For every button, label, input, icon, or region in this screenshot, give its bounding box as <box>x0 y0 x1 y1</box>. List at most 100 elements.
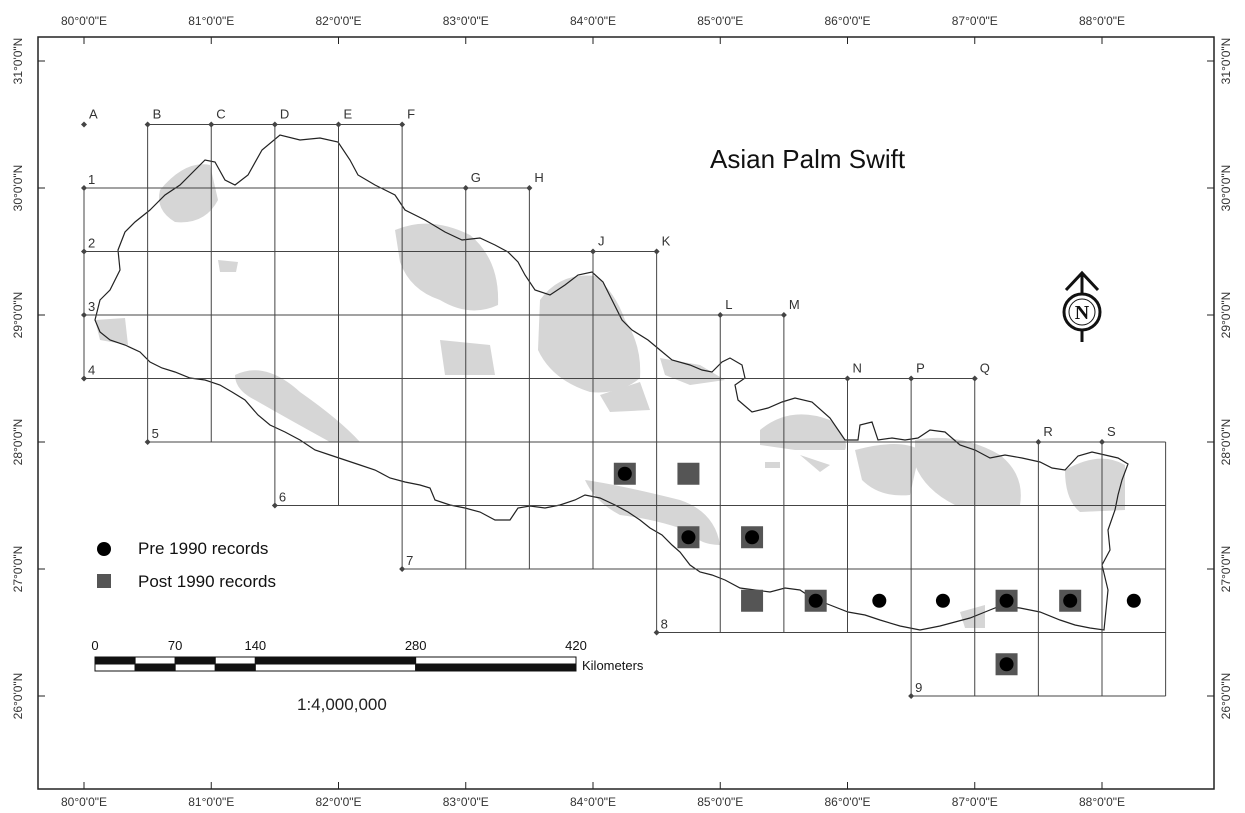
lat-tick-label-right: 26°0'0"N <box>1219 673 1233 720</box>
scale-segment <box>415 656 577 665</box>
grid-col-label: J <box>598 234 605 249</box>
scale-segment <box>94 656 136 665</box>
lat-tick-label-right: 30°0'0"N <box>1219 165 1233 212</box>
grid-vertex-icon <box>399 121 406 128</box>
lon-tick-label-top: 85°0'0"E <box>697 14 743 28</box>
grid-col-label: R <box>1043 424 1052 439</box>
grid-col-label: A <box>89 107 98 122</box>
scale-segment <box>214 663 256 672</box>
lon-tick-label-bottom: 88°0'0"E <box>1079 795 1125 809</box>
grid-vertex-icon <box>271 121 278 128</box>
scale-ratio: 1:4,000,000 <box>297 695 387 714</box>
grid-vertex-icon <box>1099 439 1105 445</box>
grid-col-label: Q <box>980 361 990 376</box>
coordinate-ticks: 80°0'0"E 80°0'0"E 81°0'0"E 81°0'0"E 82°0'0"E… <box>11 14 1233 809</box>
grid-vertex-icon <box>526 185 533 191</box>
scale-label: 70 <box>168 638 182 653</box>
legend-post-label: Post 1990 records <box>138 572 276 591</box>
lat-tick-label-left: 29°0'0"N <box>11 292 25 339</box>
grid-col-label: L <box>725 297 732 312</box>
lon-tick-label-bottom: 80°0'0"E <box>61 795 107 809</box>
scale-segment <box>174 656 216 665</box>
grid-vertex-icon <box>653 629 660 636</box>
lat-tick-label-left: 30°0'0"N <box>11 165 25 212</box>
grid-vertex-icon <box>208 121 215 128</box>
post-1990-record <box>677 462 700 485</box>
grid-col-label: S <box>1107 424 1116 439</box>
lat-tick-label-right: 31°0'0"N <box>1219 38 1233 85</box>
lon-tick-label-top: 84°0'0"E <box>570 14 616 28</box>
lon-tick-label-bottom: 82°0'0"E <box>315 795 361 809</box>
lon-tick-label-bottom: 81°0'0"E <box>188 795 234 809</box>
grid-vertex-icon <box>844 375 851 382</box>
grid-vertex-icon <box>462 185 469 191</box>
pre-1990-record <box>935 593 950 608</box>
lon-tick-label-top: 83°0'0"E <box>443 14 489 28</box>
grid-col-label: D <box>280 107 289 122</box>
pre-1990-record <box>745 530 760 545</box>
grid-vertex-icon <box>81 248 87 255</box>
pre-1990-record <box>617 466 632 481</box>
grid-col-label: K <box>662 234 671 249</box>
grid-vertex-icon <box>81 375 87 382</box>
lon-tick-label-top: 82°0'0"E <box>315 14 361 28</box>
scale-unit: Kilometers <box>582 658 644 673</box>
pre-1990-record <box>808 593 823 608</box>
grid-vertex-icon <box>81 312 87 318</box>
pre-1990-record <box>999 593 1014 608</box>
scale-segment <box>254 663 417 672</box>
lat-tick-label-right: 29°0'0"N <box>1219 292 1233 339</box>
grid-vertex-icon <box>653 248 660 255</box>
lon-tick-label-top: 81°0'0"E <box>188 14 234 28</box>
lon-tick-label-top: 88°0'0"E <box>1079 14 1125 28</box>
grid-vertex-icon <box>1035 439 1042 445</box>
grid-col-label: C <box>216 107 225 122</box>
grid-col-label: G <box>471 170 481 185</box>
grid-vertex-icon <box>908 375 915 382</box>
grid-vertex-icon <box>144 439 151 445</box>
grid-vertex-icon <box>271 502 278 509</box>
lat-tick-label-right: 27°0'0"N <box>1219 546 1233 593</box>
grid-lines <box>83 124 1167 697</box>
grid-vertex-icon <box>908 693 915 699</box>
lon-tick-label-bottom: 84°0'0"E <box>570 795 616 809</box>
lon-tick-label-bottom: 85°0'0"E <box>697 795 743 809</box>
grid-row-label: 3 <box>88 299 95 314</box>
grid-vertex-icon <box>971 375 978 382</box>
map-title: Asian Palm Swift <box>710 144 906 174</box>
pre-1990-record <box>872 593 887 608</box>
grid-row-label: 5 <box>152 426 159 441</box>
scale-label: 420 <box>565 638 587 653</box>
lon-tick-label-bottom: 83°0'0"E <box>443 795 489 809</box>
lat-tick-label-right: 28°0'0"N <box>1219 419 1233 466</box>
scale-segment <box>134 663 176 672</box>
scale-segment <box>254 656 417 665</box>
grid-row-label: 8 <box>661 617 668 632</box>
pre-1990-record <box>681 530 696 545</box>
lat-tick-label-left: 31°0'0"N <box>11 38 25 85</box>
record-markers <box>613 462 1141 676</box>
legend-pre-label: Pre 1990 records <box>138 539 268 558</box>
grid-col-label: B <box>153 107 162 122</box>
scale-segment <box>134 656 176 665</box>
legend-post-symbol <box>97 574 111 588</box>
grid-labels: A B C D E F G H J K L M N P Q R S 1 2 3 4 5 6 7 8 9 <box>81 107 1116 699</box>
grid-vertex-icon <box>780 312 787 318</box>
scale-label: 140 <box>244 638 266 653</box>
grid-col-label: F <box>407 107 415 122</box>
grid-vertex-icon <box>144 121 151 128</box>
scale-label: 0 <box>91 638 98 653</box>
scale-bar: Kilometers 1:4,000,000 0 70 140 280 420 <box>91 638 644 714</box>
grid-row-label: 6 <box>279 490 286 505</box>
lat-tick-label-left: 27°0'0"N <box>11 546 25 593</box>
grid-vertex-icon <box>399 566 406 572</box>
grid-col-label: N <box>853 361 862 376</box>
grid-vertex-icon <box>717 312 724 318</box>
north-label: N <box>1075 302 1090 324</box>
lon-tick-label-bottom: 86°0'0"E <box>824 795 870 809</box>
pre-1990-record <box>1063 593 1078 608</box>
grid-row-label: 2 <box>88 236 95 251</box>
lat-tick-label-left: 28°0'0"N <box>11 419 25 466</box>
grid-vertex-icon <box>335 121 342 128</box>
grid-row-label: 9 <box>915 680 922 695</box>
